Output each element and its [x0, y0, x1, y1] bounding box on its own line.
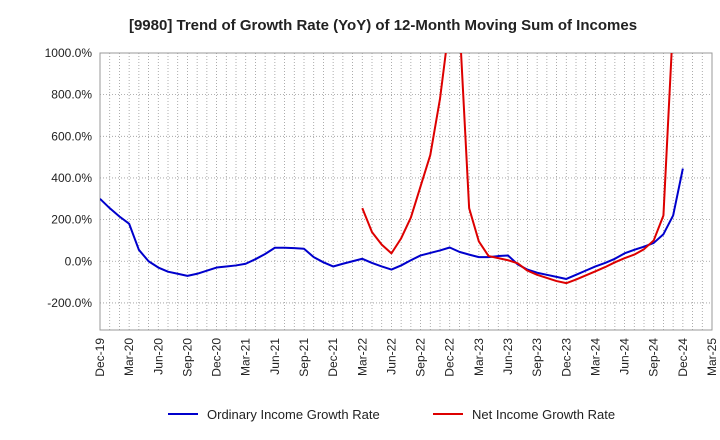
x-tick-label: Dec-22: [443, 338, 457, 377]
x-axis: Dec-19 Mar-20 Jun-20 Sep-20 Dec-20 Mar-21 Jun-…: [93, 338, 719, 377]
x-tick-label: Jun-24: [618, 338, 632, 375]
x-tick-label: Sep-21: [297, 338, 311, 377]
y-tick-label: -200.0%: [47, 296, 92, 310]
x-tick-label: Mar-20: [122, 338, 136, 376]
series-line-2: [361, 53, 673, 285]
y-axis: 1000.0% 800.0% 600.0% 400.0% 200.0% 0.0% -200.…: [45, 46, 93, 310]
legend-label-2: Net Income Growth Rate: [472, 407, 615, 422]
plot-frame: [99, 52, 713, 331]
x-tick-label: Dec-19: [93, 338, 107, 377]
y-tick-label: 200.0%: [51, 213, 92, 227]
y-tick-label: 1000.0%: [45, 46, 93, 60]
x-tick-label: Dec-24: [676, 338, 690, 377]
x-tick-label: Dec-20: [210, 338, 224, 377]
legend: Ordinary Income Growth Rate Net Income Gr…: [168, 407, 615, 422]
legend-label-1: Ordinary Income Growth Rate: [207, 407, 380, 422]
chart-title: [9980] Trend of Growth Rate (YoY) of 12-…: [129, 17, 637, 34]
y-tick-label: 400.0%: [51, 171, 92, 185]
x-tick-label: Dec-21: [326, 338, 340, 377]
series-line-1: [100, 168, 684, 280]
x-tick-label: Sep-22: [414, 338, 428, 377]
x-tick-label: Sep-23: [530, 338, 544, 377]
x-tick-label: Sep-20: [180, 338, 194, 377]
x-tick-label: Dec-23: [559, 338, 573, 377]
x-tick-label: Jun-21: [268, 338, 282, 375]
y-tick-label: 600.0%: [51, 129, 92, 143]
x-tick-label: Mar-25: [705, 338, 719, 376]
y-tick-label: 800.0%: [51, 88, 92, 102]
y-tick-label: 0.0%: [65, 254, 93, 268]
x-tick-label: Sep-24: [647, 338, 661, 377]
x-tick-label: Mar-24: [588, 338, 602, 376]
x-tick-label: Jun-23: [501, 338, 515, 375]
x-tick-label: Mar-23: [472, 338, 486, 376]
x-tick-label: Jun-22: [384, 338, 398, 375]
x-tick-label: Mar-21: [239, 338, 253, 376]
x-tick-label: Mar-22: [355, 338, 369, 376]
x-tick-label: Jun-20: [151, 338, 165, 375]
series-lines: [100, 53, 684, 285]
plot-area: [99, 52, 713, 331]
